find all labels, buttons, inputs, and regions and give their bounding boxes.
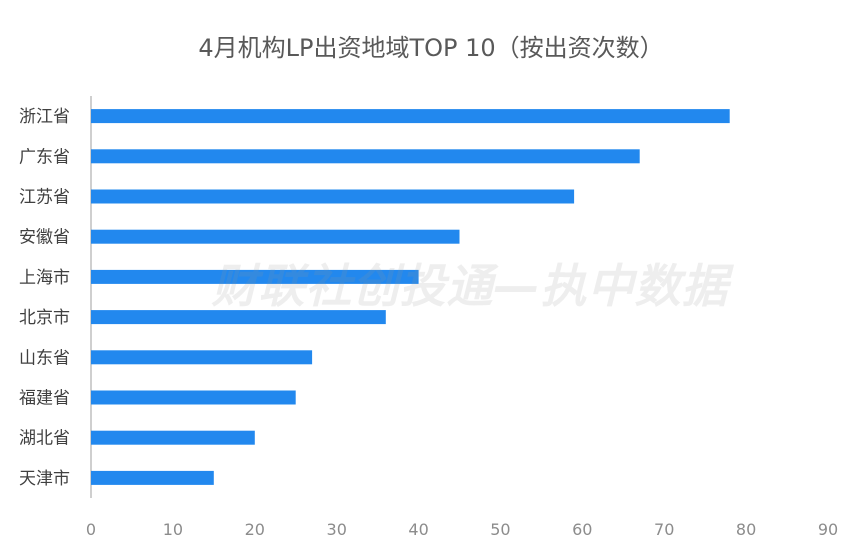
- x-tick-label: 30: [327, 520, 347, 539]
- x-tick-label: 20: [245, 520, 265, 539]
- bar-江苏省: [91, 189, 575, 204]
- x-tick-label: 50: [490, 520, 510, 539]
- bar-山东省: [91, 350, 313, 365]
- category-label: 北京市: [19, 308, 70, 328]
- x-tick-label: 80: [736, 520, 756, 539]
- bar-湖北省: [91, 430, 255, 445]
- x-tick-label: 10: [163, 520, 183, 539]
- category-label: 广东省: [19, 147, 70, 167]
- bar-广东省: [91, 149, 640, 164]
- category-label: 安徽省: [19, 228, 70, 248]
- x-tick-label: 60: [572, 520, 592, 539]
- category-label: 山东省: [19, 348, 70, 368]
- bar-上海市: [91, 269, 419, 284]
- chart-title: 4月机构LP出资地域TOP 10（按出资次数）: [198, 34, 664, 62]
- category-label: 天津市: [19, 469, 70, 489]
- category-label: 福建省: [19, 389, 70, 409]
- bar-福建省: [91, 390, 296, 405]
- x-tick-label: 0: [86, 520, 96, 539]
- bar-天津市: [91, 470, 214, 485]
- category-label: 江苏省: [19, 188, 70, 208]
- x-tick-label: 70: [654, 520, 674, 539]
- bar-安徽省: [91, 229, 460, 244]
- x-tick-label: 40: [408, 520, 428, 539]
- category-label: 浙江省: [19, 107, 70, 127]
- x-tick-label: 90: [818, 520, 838, 539]
- watermark: 财联社创投通—执中数据: [211, 259, 729, 313]
- category-label: 湖北省: [19, 429, 70, 449]
- category-label: 上海市: [19, 268, 70, 288]
- bar-浙江省: [91, 109, 730, 124]
- bar-北京市: [91, 310, 386, 325]
